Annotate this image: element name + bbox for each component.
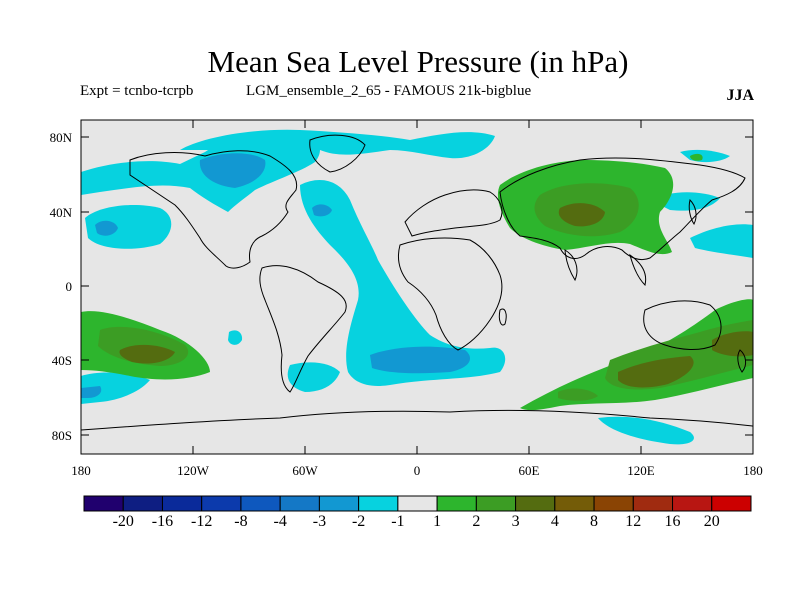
colorbar-swatch <box>515 495 556 512</box>
negative-region-atlantic <box>300 180 506 386</box>
experiment-label: Expt = tcnbo-tcrpb <box>80 83 194 99</box>
y-tick-label: 40N <box>49 205 72 220</box>
colorbar-label: -2 <box>351 513 366 530</box>
y-tick-label: 80N <box>49 130 72 145</box>
strongest-positive-pacific <box>119 344 175 364</box>
x-tick-label: 60W <box>292 463 318 478</box>
positive-region-southern-ocean <box>520 299 753 411</box>
colorbar-swatch <box>83 495 124 512</box>
y-tick-label: 0 <box>65 279 73 294</box>
colorbar-label: -16 <box>151 513 174 530</box>
strongest-positive-tibet <box>558 203 605 227</box>
colorbar-label: 12 <box>625 513 642 530</box>
negative-region-north-pacific <box>81 130 320 212</box>
strong-negative-south-atlantic <box>370 346 470 374</box>
x-tick-label: 60E <box>518 463 540 478</box>
strongest-positive-regions <box>119 203 753 388</box>
colorbar-swatch <box>436 495 477 512</box>
colorbar-label: 4 <box>550 513 559 530</box>
colorbar-swatch <box>318 495 360 512</box>
colorbar-swatch <box>161 495 203 512</box>
colorbar-swatch <box>397 495 438 512</box>
coast-antarctica <box>81 409 753 431</box>
strong-positive-south-atlantic <box>558 388 598 401</box>
coastlines <box>81 134 753 431</box>
negative-region-southern-indian <box>598 416 694 445</box>
strong-negative-regions <box>81 153 470 398</box>
colorbar-label: -4 <box>273 513 287 530</box>
strong-negative-siberia <box>199 153 266 188</box>
colorbar-swatch <box>632 495 674 512</box>
coast-south-america <box>259 265 347 393</box>
colorbar-label: 2 <box>472 513 481 530</box>
coast-madagascar <box>498 308 507 326</box>
chart-title: Mean Sea Level Pressure (in hPa) <box>207 44 629 79</box>
colorbar-label: -8 <box>234 513 248 530</box>
coast-japan <box>688 199 697 225</box>
x-tick-label: 120W <box>177 463 209 478</box>
coast-greenland <box>309 134 366 173</box>
strong-negative-atlantic <box>312 204 332 217</box>
colorbar-label: 16 <box>664 513 681 530</box>
coast-india <box>564 249 578 282</box>
negative-region-east-pacific <box>85 205 172 249</box>
colorbar-swatch <box>593 495 634 512</box>
coast-africa <box>397 237 503 351</box>
strong-negative-pacific <box>95 220 118 236</box>
x-tick-label: 0 <box>413 463 421 478</box>
positive-region-small-east <box>690 153 703 161</box>
colorbar-label: 20 <box>703 513 720 530</box>
coast-southeast-asia <box>629 253 647 286</box>
coast-new-zealand <box>737 349 747 373</box>
y-tick-label: 80S <box>51 428 72 443</box>
negative-region-west-pacific <box>690 224 753 258</box>
x-tick-label: 180 <box>71 463 91 478</box>
colorbar-label: 3 <box>511 513 520 530</box>
colorbar-label: -3 <box>312 513 327 530</box>
coast-north-america <box>129 150 298 269</box>
negative-region-arctic <box>180 129 495 159</box>
y-tick-label: 40S <box>51 353 72 368</box>
strongest-positive-east <box>712 331 753 357</box>
colorbar-label: 8 <box>590 513 599 530</box>
strong-negative-pacific-south <box>81 386 102 398</box>
x-tick-label: 180 <box>743 463 763 478</box>
colorbar-swatch <box>358 495 399 512</box>
colorbar-swatch <box>711 495 752 512</box>
coast-australia <box>643 300 722 350</box>
run-label: LGM_ensemble_2_65 - FAMOUS 21k-bigblue <box>246 83 532 99</box>
colorbar-label: -1 <box>391 513 405 530</box>
negative-region-south-ocean <box>81 372 150 404</box>
season-label: JJA <box>726 87 754 104</box>
colorbar-swatch <box>201 495 242 512</box>
colorbar-label: -20 <box>112 513 134 530</box>
axis-ticks <box>81 120 753 454</box>
colorbar-label: 1 <box>433 513 442 530</box>
colorbar-swatch <box>279 495 320 512</box>
coast-europe <box>404 189 503 237</box>
colorbar-swatch <box>672 495 713 512</box>
negative-region-mid-pacific-spot <box>228 330 243 345</box>
colorbar-swatch <box>240 495 281 512</box>
strongest-positive-indian <box>618 356 694 388</box>
coast-asia <box>499 157 746 261</box>
x-tick-label: 120E <box>627 463 655 478</box>
colorbar-label: -12 <box>191 513 213 530</box>
colorbar-swatch <box>122 495 163 512</box>
colorbar-swatch <box>554 495 595 512</box>
colorbar-swatch <box>475 495 517 512</box>
